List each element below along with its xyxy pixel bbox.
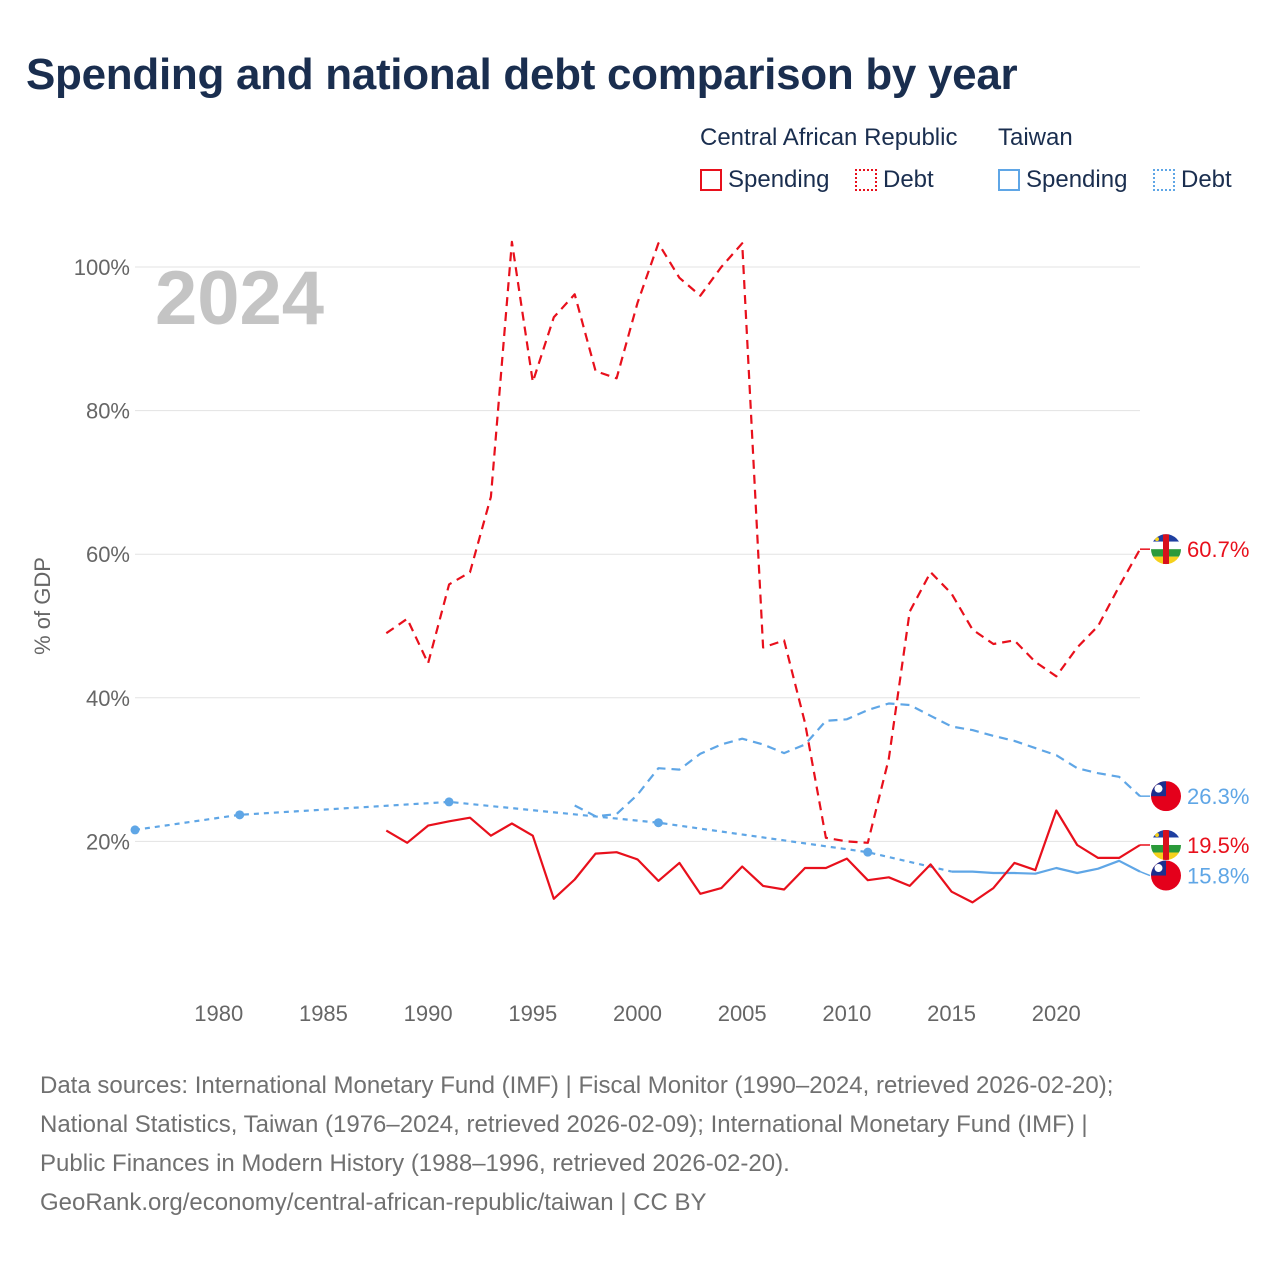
legend-group-name: Central African Republic	[700, 124, 958, 151]
flag-body	[1151, 534, 1181, 565]
y-axis-label: % of GDP	[30, 557, 55, 655]
source-line: Public Finances in Modern History (1988–…	[40, 1150, 790, 1177]
legend-swatch-solid	[700, 169, 722, 191]
taiwan-flag-icon	[1151, 781, 1181, 812]
x-axis-ticks: 1980 1985 1990 1995 2000 2005 2010 2015 2020	[194, 1001, 1080, 1026]
series-line-central-african-republic-spending[interactable]	[385, 809, 1141, 904]
series-group	[130, 240, 1141, 904]
data-point[interactable]	[863, 847, 873, 857]
car-flag-icon	[1151, 829, 1181, 860]
legend-swatch-solid	[998, 169, 1020, 191]
end-label-connector	[1139, 870, 1151, 877]
legend-swatch-dotted	[855, 169, 877, 191]
gridlines	[135, 266, 1140, 842]
x-tick-label: 1985	[299, 1001, 348, 1026]
y-tick-label: 40%	[86, 686, 130, 711]
x-tick-label: 2010	[822, 1001, 871, 1026]
data-point[interactable]	[130, 825, 140, 835]
car-flag-icon	[1151, 534, 1181, 565]
flag-sun	[1154, 784, 1163, 793]
flag-body	[1151, 829, 1181, 860]
x-tick-label: 2020	[1032, 1001, 1081, 1026]
flag-star	[1155, 537, 1159, 542]
x-tick-label: 2000	[613, 1001, 662, 1026]
legend-item-car-spending[interactable]: Spending	[700, 166, 829, 194]
flag-sun	[1154, 864, 1163, 873]
x-tick-label: 1995	[508, 1001, 557, 1026]
legend-swatch-dotted	[1153, 169, 1175, 191]
data-point[interactable]	[653, 818, 663, 828]
data-point[interactable]	[444, 797, 454, 807]
y-tick-label: 80%	[86, 399, 130, 424]
legend-item-car-debt[interactable]: Debt	[855, 166, 934, 194]
x-tick-label: 1990	[404, 1001, 453, 1026]
series-line-central-african-republic-debt[interactable]	[385, 240, 1141, 844]
end-labels: 60.7% 26.3% 15.8% 19.5%	[1139, 534, 1249, 891]
x-tick-label: 2005	[718, 1001, 767, 1026]
data-sources: Data sources: International Monetary Fun…	[40, 1066, 1240, 1222]
end-value-label: 60.7%	[1187, 537, 1249, 562]
taiwan-flag-icon	[1151, 860, 1181, 891]
source-link[interactable]: GeoRank.org/economy/central-african-repu…	[40, 1189, 707, 1216]
flag-stripe	[1163, 534, 1169, 565]
series-line-taiwan-debt-historical-[interactable]	[134, 800, 952, 873]
year-watermark: 2024	[155, 256, 324, 341]
chart-title: Spending and national debt comparison by…	[26, 50, 1018, 99]
legend-item-label: Debt	[1181, 166, 1232, 193]
y-axis-ticks: 20% 40% 60% 80% 100%	[74, 255, 130, 854]
source-line: National Statistics, Taiwan (1976–2024, …	[40, 1111, 1088, 1138]
source-line: Data sources: International Monetary Fun…	[40, 1072, 1114, 1099]
series-line-taiwan-debt[interactable]	[574, 702, 1141, 818]
y-tick-label: 60%	[86, 542, 130, 567]
y-tick-label: 20%	[86, 829, 130, 854]
x-tick-label: 1980	[194, 1001, 243, 1026]
data-point[interactable]	[235, 810, 245, 820]
flag-body	[1151, 860, 1181, 891]
legend-item-taiwan-spending[interactable]: Spending	[998, 166, 1127, 194]
end-value-label: 15.8%	[1187, 864, 1249, 889]
legend-item-label: Spending	[728, 166, 830, 193]
end-value-label: 26.3%	[1187, 784, 1249, 809]
legend-item-label: Spending	[1026, 166, 1128, 193]
y-tick-label: 100%	[74, 255, 130, 280]
flag-star	[1155, 832, 1159, 837]
flag-stripe	[1163, 829, 1169, 860]
flag-body	[1151, 781, 1181, 812]
end-value-label: 19.5%	[1187, 833, 1249, 858]
series-line-taiwan-spending[interactable]	[951, 859, 1141, 875]
legend-item-taiwan-debt[interactable]: Debt	[1153, 166, 1232, 194]
line-chart: 20% 40% 60% 80% 100% 1980 1985 1990 1995 2000 200…	[30, 240, 1249, 1026]
legend-item-label: Debt	[883, 166, 934, 193]
x-tick-label: 2015	[927, 1001, 976, 1026]
legend-group-name: Taiwan	[998, 124, 1073, 151]
